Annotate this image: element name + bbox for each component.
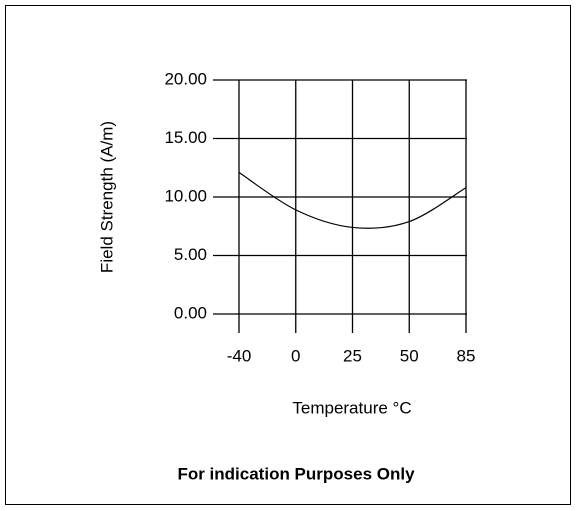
y-tick-label: 15.00 <box>164 128 207 147</box>
data-line <box>238 171 467 229</box>
x-tick-label: -40 <box>227 346 252 365</box>
y-axis-label: Field Strength (A/m) <box>97 121 116 273</box>
x-tick-label: 85 <box>457 346 476 365</box>
x-axis-label: Temperature °C <box>292 398 411 417</box>
y-tick-label: 20.00 <box>164 69 207 88</box>
x-tick-label: 25 <box>343 346 362 365</box>
x-tick-label: 0 <box>291 346 300 365</box>
y-tick-label: 5.00 <box>174 245 207 264</box>
y-tick-label: 0.00 <box>174 303 207 322</box>
annotation: For indication Purposes Only <box>177 464 415 483</box>
y-tick-label: 10.00 <box>164 186 207 205</box>
x-tick-label: 50 <box>400 346 419 365</box>
